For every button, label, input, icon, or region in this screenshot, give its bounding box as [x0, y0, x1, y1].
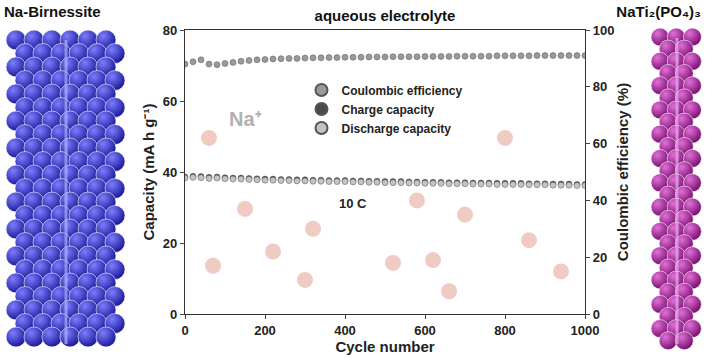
- svg-text:80: 80: [593, 79, 607, 94]
- svg-text:Discharge capacity: Discharge capacity: [342, 122, 452, 136]
- svg-text:20: 20: [593, 250, 607, 265]
- html-text:Na-Birnessite: Na-Birnessite: [4, 3, 101, 20]
- svg-text:0: 0: [593, 307, 600, 322]
- svg-text:60: 60: [163, 94, 177, 109]
- svg-text:0: 0: [181, 323, 188, 338]
- svg-text:1000: 1000: [571, 323, 600, 338]
- svg-text:20: 20: [163, 236, 177, 251]
- html-text:NaTi₂(PO₄)₃: NaTi₂(PO₄)₃: [616, 3, 701, 20]
- svg-text:aqueous electrolyte: aqueous electrolyte: [315, 7, 456, 24]
- svg-text:Cycle number: Cycle number: [335, 338, 434, 355]
- svg-text:Charge capacity: Charge capacity: [342, 103, 435, 117]
- svg-text:40: 40: [163, 165, 177, 180]
- svg-text:100: 100: [593, 23, 615, 38]
- svg-text:200: 200: [254, 323, 276, 338]
- svg-text:Na⁺: Na⁺: [229, 108, 262, 130]
- svg-text:0: 0: [170, 307, 177, 322]
- svg-text:400: 400: [334, 323, 356, 338]
- svg-text:40: 40: [593, 193, 607, 208]
- svg-text:80: 80: [163, 23, 177, 38]
- svg-text:Capacity (mA h g⁻¹): Capacity (mA h g⁻¹): [140, 104, 157, 241]
- svg-text:600: 600: [414, 323, 436, 338]
- svg-text:800: 800: [494, 323, 516, 338]
- svg-text:Coulombic efficiency: Coulombic efficiency: [342, 84, 463, 98]
- svg-text:10 C: 10 C: [339, 196, 367, 211]
- svg-text:60: 60: [593, 136, 607, 151]
- svg-text:Coulombic efficiency (%): Coulombic efficiency (%): [614, 83, 631, 261]
